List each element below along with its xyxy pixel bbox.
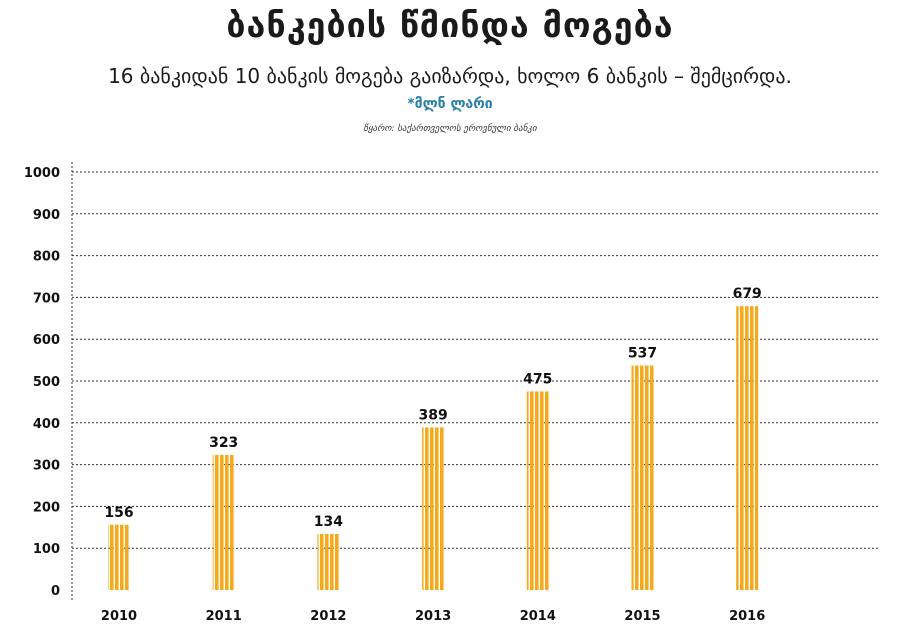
unit-note: *მლნ ლარი — [407, 96, 493, 112]
x-tick-label: 2013 — [415, 609, 451, 624]
bar — [736, 306, 759, 590]
data-label: 679 — [733, 286, 762, 302]
y-tick-label: 200 — [33, 500, 60, 515]
bar — [212, 454, 235, 590]
data-label: 537 — [628, 346, 657, 362]
x-tick-label: 2010 — [101, 609, 137, 624]
y-tick-label: 900 — [33, 208, 60, 223]
y-tick-label: 600 — [33, 333, 60, 348]
x-tick-label: 2015 — [624, 609, 660, 624]
bar — [317, 533, 340, 590]
y-tick-label: 0 — [51, 584, 60, 599]
bar — [526, 391, 549, 590]
data-label: 389 — [418, 407, 447, 423]
y-tick-label: 100 — [33, 542, 60, 557]
bar — [422, 427, 445, 590]
y-tick-label: 1000 — [24, 166, 60, 181]
data-label: 134 — [314, 514, 343, 530]
x-tick-label: 2012 — [310, 609, 346, 624]
data-label: 156 — [104, 505, 133, 521]
y-tick-label: 700 — [33, 291, 60, 306]
labels: 156 2010 323 2011 134 2012 389 2013 475 2014 537 20… — [101, 286, 765, 624]
data-label: 475 — [523, 371, 552, 387]
chart-subtitle: 16 ბანკიდან 10 ბანკის მოგება გაიზარდა, ხ… — [108, 64, 792, 88]
source-note: წყარო: საქართველოს ეროვნული ბანკი — [363, 124, 537, 134]
bars — [108, 306, 759, 590]
y-tick-label: 300 — [33, 459, 60, 474]
bar — [631, 365, 654, 590]
bar — [108, 524, 130, 590]
y-tick-label: 800 — [33, 250, 60, 265]
x-tick-label: 2016 — [729, 609, 765, 624]
data-label: 323 — [209, 435, 238, 451]
y-tick-label: 500 — [33, 375, 60, 390]
x-tick-label: 2014 — [520, 609, 556, 624]
chart-title: ბანკების წმინდა მოგება — [226, 6, 674, 46]
x-tick-label: 2011 — [206, 609, 242, 624]
y-axis: 0 100 200 300 400 500 600 700 800 900 1000 — [24, 162, 73, 600]
gridlines — [72, 171, 880, 549]
y-tick-label: 400 — [33, 417, 60, 432]
